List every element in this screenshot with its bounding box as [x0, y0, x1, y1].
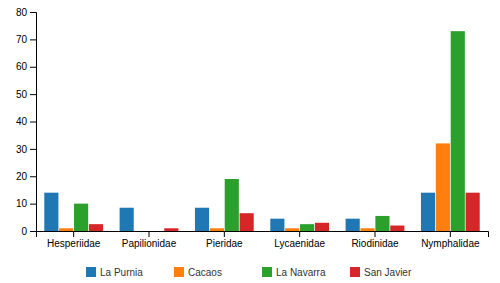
tick-label: Lycaenidae [274, 238, 325, 249]
tick-label: 30 [16, 144, 28, 155]
tick: Papilionidae [122, 231, 177, 249]
tick-label: 20 [16, 171, 28, 182]
tick-label: Nymphalidae [421, 238, 480, 249]
tick: 70 [16, 34, 36, 45]
tick: 10 [16, 198, 36, 209]
bar [390, 226, 404, 231]
bar [89, 224, 103, 231]
tick: 0 [21, 226, 36, 237]
tick-mark [30, 149, 36, 150]
tick-mark [73, 231, 74, 237]
bar [74, 204, 88, 231]
tick-mark [30, 176, 36, 177]
bar [210, 228, 224, 231]
tick-label: 60 [16, 61, 28, 72]
tick-label: Pieridae [206, 238, 243, 249]
legend-label: Cacaos [188, 267, 222, 278]
tick-mark [30, 67, 36, 68]
legend-swatch [86, 267, 96, 277]
tick: 60 [16, 61, 36, 72]
legend-swatch [174, 267, 184, 277]
bar [164, 228, 178, 231]
tick-label: 50 [16, 89, 28, 100]
tick-mark [224, 231, 225, 237]
bar [436, 143, 450, 231]
bar-series [59, 143, 450, 231]
legend: La Purnia Cacaos La Navarra San Javier [86, 267, 412, 278]
tick-mark [30, 39, 36, 40]
tick: Lycaenidae [274, 231, 325, 249]
bar-series [44, 193, 435, 231]
tick-label: 70 [16, 34, 28, 45]
x-axis: Hesperiidae Papilionidae Pieridae Lycaenida… [37, 231, 489, 249]
tick: Hesperiidae [47, 231, 101, 249]
tick-mark [375, 231, 376, 237]
bar-series [74, 31, 465, 231]
bar [59, 228, 73, 231]
tick-mark [30, 94, 36, 95]
bar [149, 231, 163, 232]
bar [285, 228, 299, 231]
tick-label: 0 [21, 226, 27, 237]
bar [225, 179, 239, 231]
tick-label: 40 [16, 116, 28, 127]
tick: 30 [16, 144, 36, 155]
bar [240, 213, 254, 231]
tick: Riodinidae [351, 231, 399, 249]
tick-mark [299, 231, 300, 237]
legend-item: La Navarra [262, 267, 326, 278]
bars [44, 31, 479, 231]
bar [44, 193, 58, 231]
tick: Pieridae [206, 231, 243, 249]
legend-item: Cacaos [174, 267, 222, 278]
legend-label: La Purnia [100, 267, 143, 278]
bar [120, 208, 134, 231]
tick-label: 80 [16, 7, 28, 18]
plot: 0 10 20 30 40 50 60 70 80 Hesperiidae Papilionidae… [16, 7, 489, 249]
axis-line [37, 232, 489, 238]
legend-swatch [262, 267, 272, 277]
tick-mark [450, 231, 451, 237]
bar [375, 216, 389, 231]
tick: 80 [16, 7, 36, 18]
tick-mark [30, 12, 36, 13]
tick-mark [149, 231, 150, 237]
bar [360, 228, 374, 231]
legend-label: San Javier [364, 267, 412, 278]
bar-series [89, 193, 480, 231]
tick-label: Hesperiidae [47, 238, 101, 249]
tick: Nymphalidae [421, 231, 480, 249]
bar [195, 208, 209, 231]
legend-label: La Navarra [276, 267, 326, 278]
tick: 40 [16, 116, 36, 127]
bar [346, 219, 360, 231]
tick: 50 [16, 89, 36, 100]
axis-line [30, 13, 37, 232]
bar [315, 223, 329, 231]
tick-label: Papilionidae [122, 238, 177, 249]
tick-label: Riodinidae [351, 238, 399, 249]
tick-mark [30, 231, 36, 232]
legend-item: La Purnia [86, 267, 143, 278]
y-axis: 0 10 20 30 40 50 60 70 80 [16, 7, 37, 237]
bar [134, 231, 148, 232]
tick: 20 [16, 171, 36, 182]
bar [300, 224, 314, 231]
bar [466, 193, 480, 231]
tick-mark [30, 204, 36, 205]
bar [421, 193, 435, 231]
legend-item: San Javier [350, 267, 412, 278]
tick-mark [30, 122, 36, 123]
bar [270, 219, 284, 231]
chart: 0 10 20 30 40 50 60 70 80 Hesperiidae Papilionidae… [0, 0, 500, 283]
bar [451, 31, 465, 231]
legend-swatch [350, 267, 360, 277]
tick-label: 10 [16, 198, 28, 209]
